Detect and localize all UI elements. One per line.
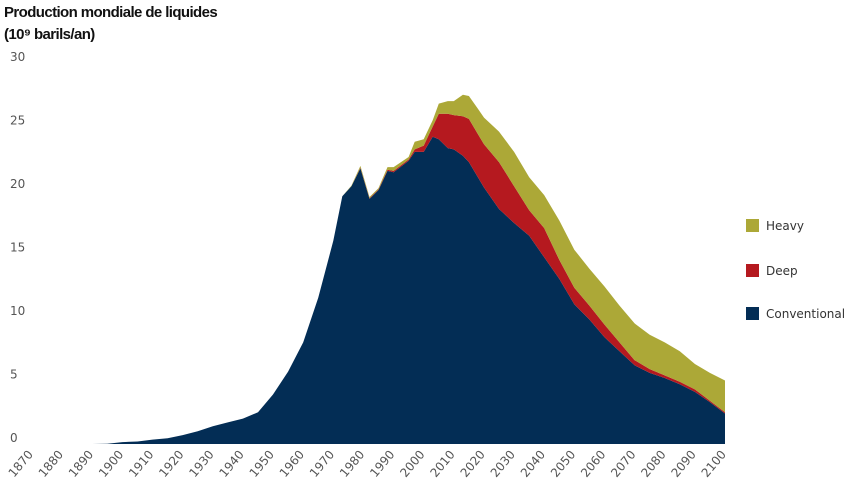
x-tick-label: 1950 <box>247 448 277 480</box>
chart-title: Production mondiale de liquides <box>4 4 218 21</box>
x-tick-label: 1960 <box>277 448 307 480</box>
x-tick-label: 2010 <box>427 448 457 480</box>
legend-label-heavy: Heavy <box>766 219 804 233</box>
y-axis-label: (10⁹ barils/an) <box>4 26 95 43</box>
x-tick-label: 1980 <box>337 448 367 480</box>
y-tick-label: 0 <box>10 431 18 445</box>
x-tick-label: 2070 <box>608 448 638 480</box>
areas-group <box>32 94 725 445</box>
y-tick-label: 20 <box>10 177 25 191</box>
x-tick-label: 2030 <box>488 448 518 480</box>
x-ticks: 1870 1880 1890 1900 1910 1920 1930 1940 1950 1960… <box>6 448 729 480</box>
y-tick-label: 10 <box>10 304 25 318</box>
legend-label-deep: Deep <box>766 264 798 278</box>
x-tick-label: 1890 <box>66 448 96 480</box>
legend-swatch-heavy <box>746 219 759 232</box>
x-tick-label: 1870 <box>6 448 36 480</box>
x-tick-label: 2090 <box>668 448 698 480</box>
x-tick-label: 2080 <box>638 448 668 480</box>
x-tick-label: 1930 <box>186 448 216 480</box>
y-tick-label: 30 <box>10 50 25 64</box>
x-tick-label: 2100 <box>699 448 729 480</box>
area-heavy <box>32 94 725 445</box>
x-tick-label: 1970 <box>307 448 337 480</box>
x-tick-label: 2050 <box>548 448 578 480</box>
x-tick-label: 1940 <box>216 448 246 480</box>
y-tick-label: 25 <box>10 114 25 128</box>
x-tick-label: 1990 <box>367 448 397 480</box>
x-tick-label: 2000 <box>397 448 427 480</box>
x-tick-label: 2020 <box>458 448 488 480</box>
x-tick-label: 2040 <box>518 448 548 480</box>
y-tick-label: 5 <box>10 368 18 382</box>
x-tick-label: 1910 <box>126 448 156 480</box>
x-tick-label: 2060 <box>578 448 608 480</box>
y-tick-label: 15 <box>10 241 25 255</box>
x-tick-label: 1880 <box>36 448 66 480</box>
y-ticks: 0 5 10 15 20 25 30 <box>10 50 25 445</box>
legend-swatch-deep <box>746 264 759 277</box>
legend-label-conventional: Conventional <box>766 307 845 321</box>
x-tick-label: 1900 <box>96 448 126 480</box>
legend: Heavy Deep Conventional <box>746 219 845 321</box>
x-tick-label: 1920 <box>156 448 186 480</box>
legend-swatch-conventional <box>746 307 759 320</box>
area-conventional <box>32 136 725 444</box>
